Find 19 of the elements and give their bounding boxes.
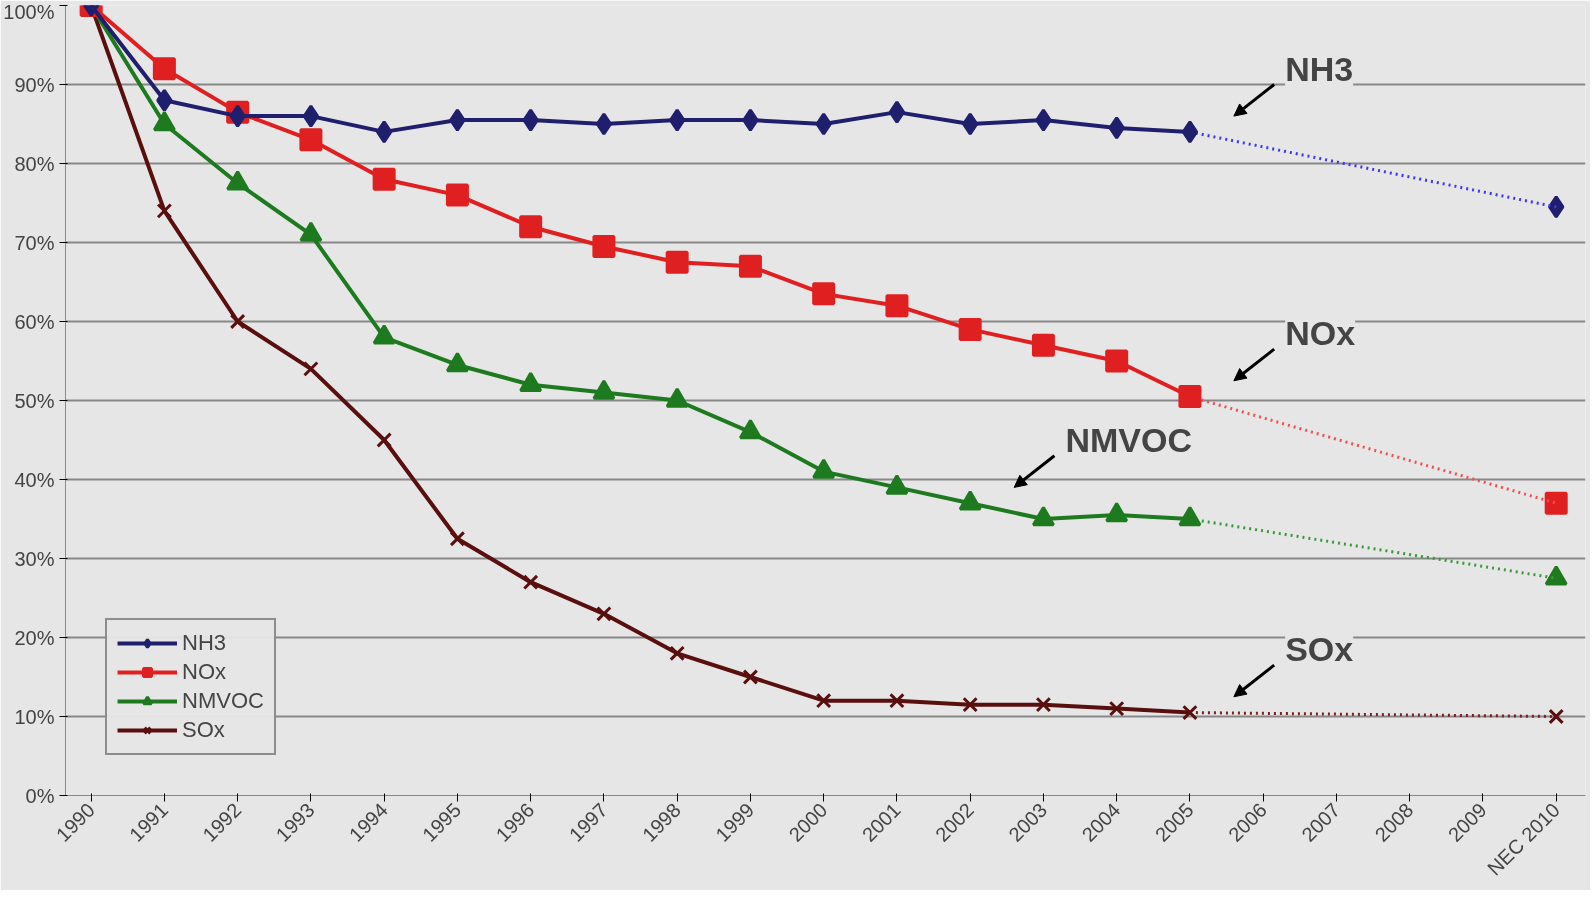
y-tick-label: 70%: [14, 231, 55, 254]
annotation: NMVOC: [1065, 421, 1192, 459]
y-tick-label: 80%: [14, 152, 55, 175]
y-tick-label: 100%: [3, 0, 55, 23]
annotation: NOx: [1285, 314, 1356, 353]
y-tick-label: 20%: [14, 626, 55, 649]
legend-label: SOx: [182, 717, 225, 743]
annotation: NH3: [1285, 49, 1354, 88]
y-tick-label: 90%: [14, 73, 55, 96]
y-tick-label: 50%: [14, 389, 55, 412]
legend-label: NOx: [182, 659, 226, 685]
y-tick-label: 0%: [25, 784, 55, 807]
y-tick-label: 60%: [14, 310, 55, 333]
y-tick-label: 10%: [14, 705, 55, 728]
legend-label: NMVOC: [182, 688, 264, 714]
legend-label: NH3: [182, 630, 227, 656]
y-tick-label: 30%: [14, 547, 55, 570]
annotation: SOx: [1285, 630, 1354, 669]
y-tick-label: 40%: [14, 468, 55, 491]
